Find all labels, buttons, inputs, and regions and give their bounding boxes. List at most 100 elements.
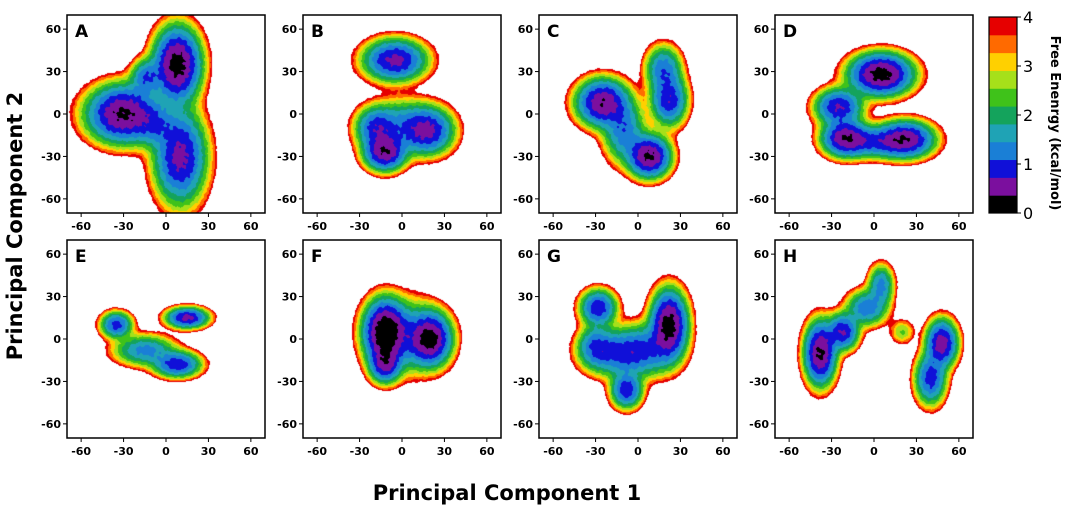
colorbar-segment bbox=[989, 177, 1017, 196]
y-tick-label: 30 bbox=[46, 291, 62, 304]
colorbar-segment bbox=[989, 141, 1017, 161]
heatmap-d bbox=[775, 15, 973, 213]
x-tick-label: -30 bbox=[586, 445, 606, 458]
panel-label: E bbox=[75, 247, 87, 267]
x-tick-label: 60 bbox=[243, 220, 259, 233]
y-tick-label: 30 bbox=[754, 66, 770, 79]
y-tick-label: 30 bbox=[282, 291, 298, 304]
x-tick-label: 60 bbox=[243, 445, 259, 458]
y-tick-label: 60 bbox=[46, 248, 62, 261]
colorbar-segment bbox=[989, 195, 1017, 214]
y-tick-label: 0 bbox=[289, 108, 297, 121]
heatmap-a bbox=[67, 15, 265, 213]
panel-f: F -60 -30 0 30 60 60 30 0 -30 -60 bbox=[277, 239, 502, 458]
y-tick-label: -60 bbox=[277, 418, 297, 431]
y-tick-label: 30 bbox=[518, 291, 534, 304]
heatmap-b bbox=[303, 15, 501, 213]
panel-label: D bbox=[783, 22, 797, 42]
x-tick-label: -60 bbox=[307, 445, 327, 458]
colorbar-segment bbox=[989, 17, 1017, 36]
x-tick-label: -30 bbox=[350, 220, 370, 233]
y-tick-label: 60 bbox=[754, 23, 770, 36]
y-tick-label: 30 bbox=[46, 66, 62, 79]
x-tick-label: -30 bbox=[822, 220, 842, 233]
colorbar-segment bbox=[989, 106, 1017, 125]
x-tick-label: 30 bbox=[673, 445, 689, 458]
x-tick-label: 60 bbox=[479, 220, 495, 233]
panel-a: A -60 -30 0 30 60 60 30 0 -30 -60 bbox=[41, 14, 266, 233]
x-tick-label: -30 bbox=[114, 220, 134, 233]
heatmap-g bbox=[539, 240, 737, 438]
x-tick-label: -30 bbox=[822, 445, 842, 458]
colorbar-tick-label: 2 bbox=[1023, 106, 1033, 125]
colorbar-tick-label: 0 bbox=[1023, 204, 1033, 223]
colorbar: 0 1 2 3 4 bbox=[988, 8, 1033, 223]
y-tick-label: 0 bbox=[525, 333, 533, 346]
panel-g: G -60 -30 0 30 60 60 30 0 -30 -60 bbox=[513, 239, 738, 458]
panels: A -60 -30 0 30 60 60 30 0 -30 -60 B -60 -30 0 30 60 60 30 0… bbox=[41, 14, 974, 458]
x-tick-label: 0 bbox=[634, 220, 642, 233]
x-tick-label: -60 bbox=[307, 220, 327, 233]
panel-b: B -60 -30 0 30 60 60 30 0 -30 -60 bbox=[277, 14, 502, 233]
x-tick-label: -30 bbox=[586, 220, 606, 233]
colorbar-segment bbox=[989, 123, 1017, 143]
colorbar-tick-label: 1 bbox=[1023, 155, 1033, 174]
panel-e: E -60 -30 0 30 60 60 30 0 -30 -60 bbox=[41, 239, 266, 458]
x-tick-label: 0 bbox=[162, 220, 170, 233]
y-tick-label: -60 bbox=[513, 193, 533, 206]
x-tick-label: -60 bbox=[71, 220, 91, 233]
y-tick-label: 0 bbox=[53, 333, 61, 346]
colorbar-tick-label: 4 bbox=[1023, 8, 1033, 27]
y-tick-label: 30 bbox=[754, 291, 770, 304]
x-tick-label: 30 bbox=[909, 445, 925, 458]
x-tick-label: 30 bbox=[437, 220, 453, 233]
x-tick-label: 0 bbox=[870, 220, 878, 233]
heatmap-e bbox=[67, 240, 265, 438]
x-tick-label: -60 bbox=[779, 220, 799, 233]
x-tick-label: 30 bbox=[909, 220, 925, 233]
x-tick-label: 0 bbox=[162, 445, 170, 458]
x-tick-label: 60 bbox=[715, 445, 731, 458]
y-tick-label: 0 bbox=[761, 108, 769, 121]
y-tick-label: -60 bbox=[41, 418, 61, 431]
heatmap-h bbox=[775, 240, 973, 438]
colorbar-tick-label: 3 bbox=[1023, 57, 1033, 76]
y-tick-label: -30 bbox=[277, 150, 297, 163]
x-tick-label: 30 bbox=[673, 220, 689, 233]
colorbar-segment bbox=[989, 52, 1017, 71]
x-tick-label: 30 bbox=[201, 445, 217, 458]
x-tick-label: -60 bbox=[71, 445, 91, 458]
panel-label: C bbox=[547, 22, 559, 42]
x-tick-label: 60 bbox=[951, 220, 967, 233]
y-tick-label: 60 bbox=[754, 248, 770, 261]
y-tick-label: -60 bbox=[513, 418, 533, 431]
y-tick-label: -30 bbox=[749, 150, 769, 163]
x-axis-title: Principal Component 1 bbox=[373, 481, 642, 505]
x-tick-label: -30 bbox=[114, 445, 134, 458]
panel-label: A bbox=[75, 22, 89, 42]
x-tick-label: 60 bbox=[715, 220, 731, 233]
x-tick-label: 0 bbox=[398, 220, 406, 233]
x-tick-label: 60 bbox=[951, 445, 967, 458]
x-tick-label: -60 bbox=[543, 220, 563, 233]
colorbar-label: Free Enenrgy (kcal/mol) bbox=[1047, 36, 1062, 211]
y-tick-label: -30 bbox=[513, 375, 533, 388]
y-tick-label: -30 bbox=[41, 150, 61, 163]
y-tick-label: 0 bbox=[525, 108, 533, 121]
y-tick-label: 30 bbox=[282, 66, 298, 79]
panel-label: H bbox=[783, 247, 797, 267]
y-tick-label: 60 bbox=[46, 23, 62, 36]
x-tick-label: 0 bbox=[634, 445, 642, 458]
y-tick-label: 0 bbox=[289, 333, 297, 346]
y-tick-label: 60 bbox=[518, 248, 534, 261]
y-axis-title: Principal Component 2 bbox=[3, 92, 27, 361]
y-tick-label: -30 bbox=[41, 375, 61, 388]
y-tick-label: -30 bbox=[749, 375, 769, 388]
y-tick-label: 30 bbox=[518, 66, 534, 79]
x-tick-label: 60 bbox=[479, 445, 495, 458]
y-tick-label: -60 bbox=[41, 193, 61, 206]
y-tick-label: 60 bbox=[518, 23, 534, 36]
y-tick-label: -30 bbox=[513, 150, 533, 163]
y-tick-label: 0 bbox=[53, 108, 61, 121]
